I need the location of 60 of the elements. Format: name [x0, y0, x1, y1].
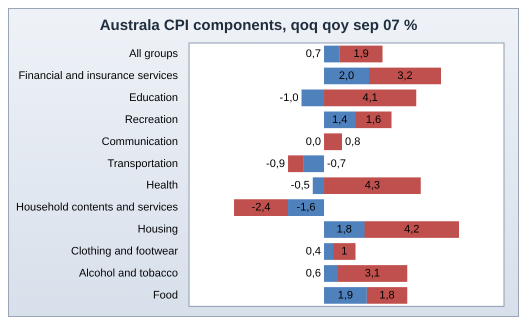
bar: [324, 243, 334, 260]
data-label: 1,8: [379, 289, 395, 302]
bar: [364, 221, 460, 238]
data-label: -0,9: [266, 158, 286, 170]
data-label: -0,5: [290, 180, 310, 192]
y-tick-label: Transportation: [108, 158, 178, 170]
data-label: 0,6: [306, 268, 322, 280]
bar: [324, 111, 356, 128]
y-tick-label: Clothing and footwear: [71, 246, 178, 258]
data-label: 1,4: [332, 114, 348, 126]
bar: [324, 46, 340, 62]
data-label: 1,6: [366, 114, 382, 126]
bar: [333, 243, 356, 260]
bar: [366, 287, 408, 304]
data-label: 0,0: [306, 136, 322, 148]
bar: [369, 68, 442, 84]
bar: [324, 90, 416, 106]
data-label: 0,8: [345, 136, 360, 148]
data-label: -2,4: [252, 202, 271, 214]
data-label: -1,6: [296, 202, 316, 214]
data-label: 1,8: [336, 224, 352, 236]
y-tick-label: Housing: [138, 224, 178, 236]
y-tick-label: Communication: [102, 136, 178, 148]
data-label: 2,0: [338, 70, 354, 82]
bar: [288, 199, 324, 216]
data-label: 4,1: [362, 92, 378, 104]
data-label: 1,9: [338, 289, 354, 302]
data-label: -0,7: [327, 158, 346, 170]
bar: [340, 46, 383, 62]
chart-title: Australa CPI components, qoq qoy sep 07 %: [100, 17, 418, 34]
data-label: -1,0: [280, 92, 299, 104]
y-tick-label: Recreation: [124, 114, 178, 126]
bar: [304, 155, 324, 172]
bar: [324, 287, 367, 304]
data-label: 0,7: [306, 48, 322, 60]
data-label: 4,3: [364, 180, 380, 192]
y-tick-label: Health: [146, 180, 178, 192]
bar: [356, 111, 392, 128]
y-tick-label: Alcohol and tobacco: [78, 268, 178, 280]
data-label: 3,2: [397, 70, 413, 82]
bar: [338, 265, 408, 282]
bar: [324, 133, 342, 150]
bar: [302, 90, 324, 106]
bar: [324, 265, 338, 282]
y-tick-label: Household contents and services: [16, 202, 179, 214]
y-tick-label: Food: [152, 289, 178, 302]
bar: [324, 177, 421, 194]
y-tick-label: All groups: [129, 48, 179, 60]
y-tick-label: Financial and insurance services: [18, 70, 179, 82]
bar: [324, 68, 370, 84]
data-label: 3,1: [364, 268, 380, 280]
data-label: 1,9: [353, 48, 369, 60]
data-label: 0,4: [306, 246, 322, 258]
bar: [312, 177, 324, 194]
bar: [234, 199, 288, 216]
data-label: 4,2: [404, 224, 420, 236]
bar: [288, 155, 304, 172]
data-label: 1: [341, 246, 348, 258]
bar: [324, 221, 365, 238]
y-tick-label: Education: [129, 92, 178, 104]
